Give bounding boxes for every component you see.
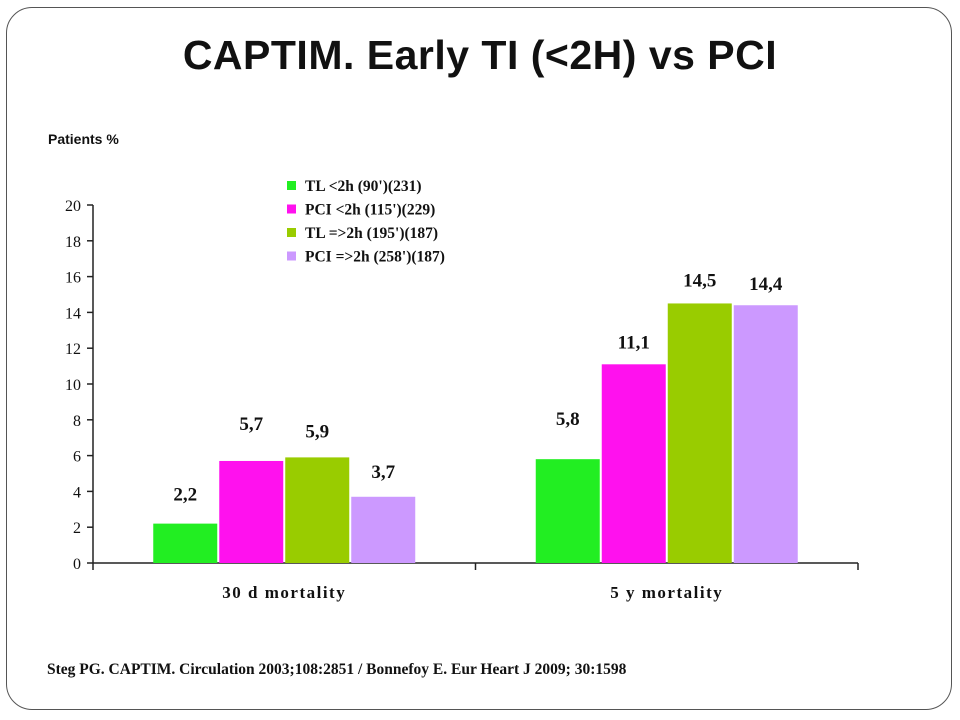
bar — [535, 459, 600, 563]
y-tick-label: 18 — [65, 234, 81, 251]
bar — [601, 364, 666, 563]
legend-label: PCI =>2h (258')(187) — [305, 249, 445, 266]
y-tick-label: 2 — [73, 520, 81, 537]
data-label: 5,7 — [239, 414, 263, 435]
x-category-label: 5 y mortality — [610, 583, 723, 602]
legend-swatch — [287, 204, 296, 214]
data-label: 2,2 — [173, 485, 197, 506]
bar — [219, 460, 284, 563]
y-tick-label: 20 — [65, 198, 81, 215]
data-label: 5,9 — [305, 421, 329, 442]
y-tick-label: 16 — [65, 270, 81, 287]
bar — [667, 303, 732, 563]
legend-label: PCI <2h (115')(229) — [305, 202, 435, 219]
y-axis-label: Patients % — [48, 131, 119, 147]
data-label: 14,4 — [749, 274, 783, 295]
y-tick-label: 4 — [73, 484, 81, 501]
y-tick-label: 10 — [65, 377, 81, 394]
data-label: 11,1 — [618, 332, 650, 353]
bar — [351, 496, 416, 563]
legend-swatch — [287, 181, 296, 190]
citation-footer: Steg PG. CAPTIM. Circulation 2003;108:28… — [47, 661, 627, 678]
bar — [733, 305, 798, 563]
y-tick-label: 12 — [65, 341, 81, 358]
y-tick-label: 8 — [73, 413, 81, 430]
bar — [153, 523, 218, 563]
legend-swatch — [287, 251, 296, 261]
legend-swatch — [287, 228, 296, 237]
y-tick-label: 0 — [73, 556, 81, 573]
legend-label: TL =>2h (195')(187) — [305, 225, 438, 242]
y-tick-label: 14 — [65, 305, 81, 322]
data-label: 3,7 — [371, 462, 395, 483]
legend-label: TL <2h (90')(231) — [305, 178, 421, 195]
slide-title: CAPTIM. Early TI (<2H) vs PCI — [182, 32, 778, 78]
data-label: 14,5 — [683, 270, 716, 291]
x-category-label: 30 d mortality — [222, 583, 346, 602]
y-tick-label: 6 — [73, 449, 81, 466]
data-label: 5,8 — [556, 409, 580, 430]
bar — [285, 457, 350, 563]
